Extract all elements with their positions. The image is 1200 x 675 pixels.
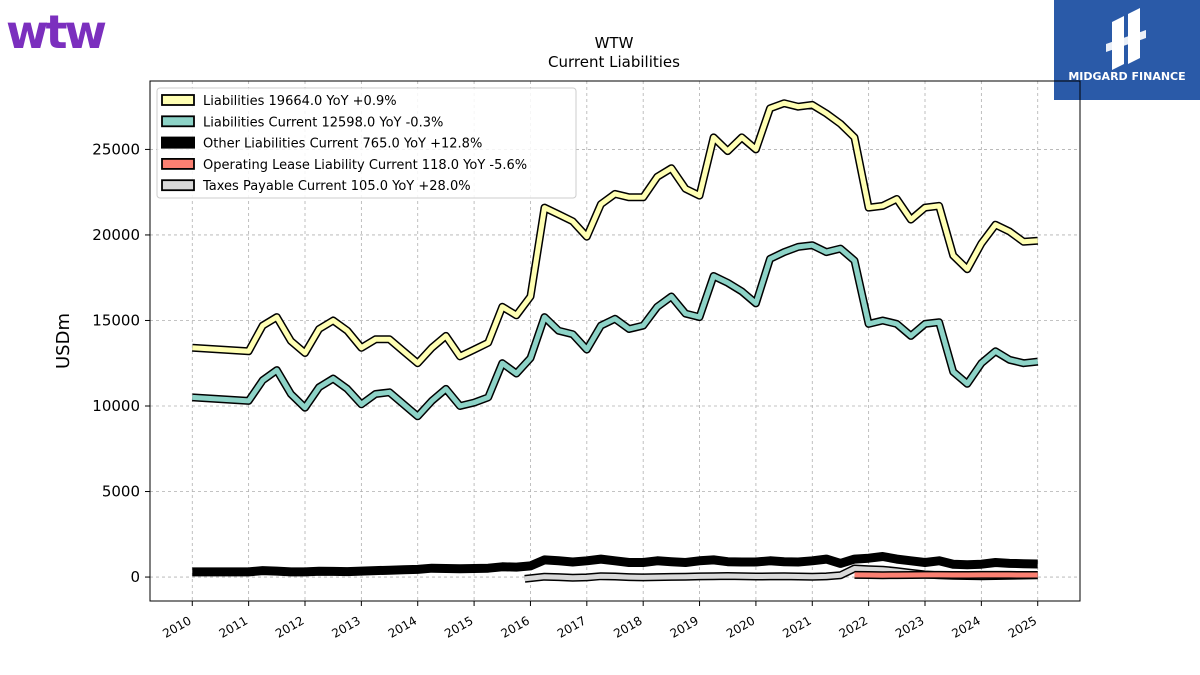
legend-label-4: Taxes Payable Current 105.0 YoY +28.0%: [202, 179, 471, 194]
legend-label-3: Operating Lease Liability Current 118.0 …: [203, 158, 527, 173]
legend-swatch-3: [161, 157, 195, 170]
x-tick-label: 2022: [837, 613, 870, 640]
series-line-2: [192, 552, 1038, 577]
midgard-finance-text: MIDGARD FINANCE: [1068, 70, 1186, 83]
y-axis-label: USDm: [53, 313, 74, 369]
x-tick-label: 2014: [386, 613, 419, 640]
y-tick-label: 10000: [92, 397, 140, 415]
x-axis-ticks: 2010 2011 2012 2013 2014 2015 2016 2017 2018 2019…: [160, 601, 1039, 641]
legend-swatch-4: [161, 179, 195, 192]
x-tick-label: 2010: [160, 613, 193, 640]
midgard-emblem-icon: [1106, 8, 1146, 70]
legend-swatch-0: [161, 94, 195, 106]
legend-label-2: Other Liabilities Current 765.0 YoY +12.…: [203, 137, 482, 152]
x-tick-label: 2016: [499, 613, 532, 640]
y-tick-label: 0: [130, 568, 140, 586]
x-tick-label: 2012: [273, 613, 306, 640]
midgard-finance-logo: MIDGARD FINANCE: [1054, 0, 1200, 100]
legend-label-0: Liabilities 19664.0 YoY +0.9%: [203, 94, 397, 109]
chart-title: WTW: [595, 34, 634, 52]
x-tick-label: 2019: [668, 613, 701, 640]
y-tick-label: 20000: [92, 226, 140, 244]
x-tick-label: 2024: [949, 613, 982, 640]
series-lines: [192, 99, 1039, 583]
x-tick-label: 2013: [329, 613, 362, 640]
x-tick-label: 2018: [611, 613, 644, 640]
legend-swatch-2: [161, 136, 195, 149]
x-tick-label: 2017: [555, 613, 588, 640]
legend-label-1: Liabilities Current 12598.0 YoY -0.3%: [203, 115, 443, 130]
x-tick-label: 2023: [893, 613, 926, 640]
x-tick-label: 2021: [780, 613, 813, 640]
legend-swatch-1: [161, 115, 195, 128]
y-tick-label: 25000: [92, 140, 140, 158]
y-tick-label: 15000: [92, 311, 140, 329]
series-line-1: [192, 242, 1038, 419]
legend-box: [156, 87, 577, 199]
plot-frame: [149, 80, 1081, 602]
chart-subtitle: Current Liabilities: [548, 53, 680, 71]
x-tick-label: 2011: [217, 613, 250, 640]
legend: Liabilities 19664.0 YoY +0.9% Liabilities…: [156, 87, 577, 199]
series-line-0: [192, 100, 1038, 366]
y-tick-label: 5000: [102, 483, 140, 501]
y-axis-ticks: 0 5000 10000 15000 20000 25000: [92, 140, 150, 586]
wtw-logo: wtw: [6, 5, 107, 59]
x-tick-label: 2020: [724, 613, 757, 640]
x-tick-label: 2015: [442, 613, 475, 640]
x-tick-label: 2025: [1006, 613, 1039, 640]
